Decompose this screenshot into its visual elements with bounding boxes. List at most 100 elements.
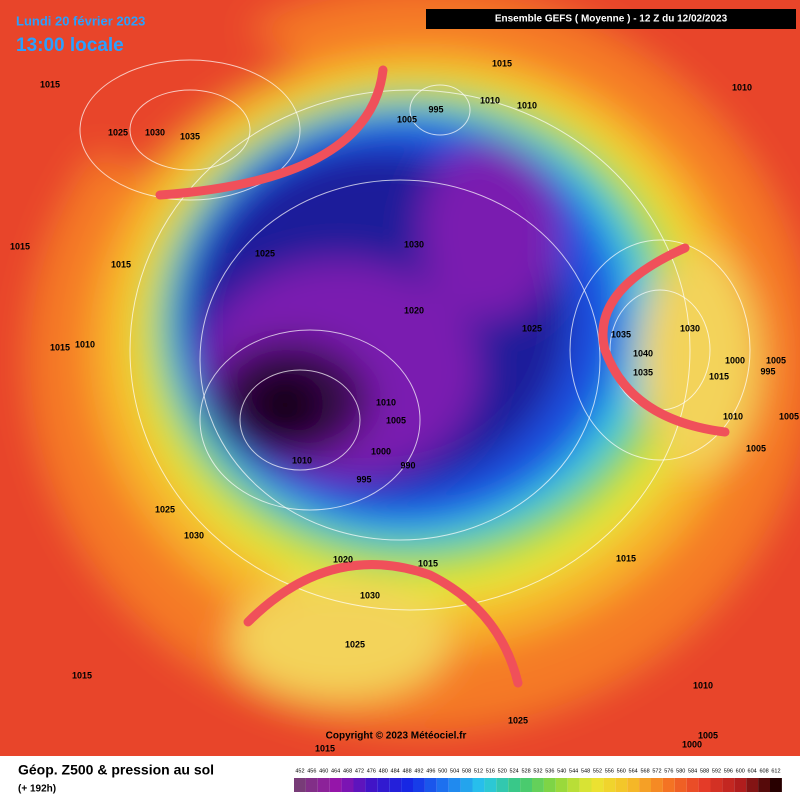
scale-label: 584 [688, 768, 697, 774]
scale-swatch [674, 778, 687, 792]
pressure-label: 990 [400, 460, 415, 470]
scale-label: 468 [343, 768, 352, 774]
date: Lundi 20 février 2023 [16, 13, 145, 28]
scale-label: 480 [379, 768, 388, 774]
pressure-label: 1005 [779, 411, 799, 421]
scale-swatch [615, 778, 628, 792]
pressure-label: 1005 [698, 730, 718, 740]
scale-label: 540 [557, 768, 566, 774]
pressure-label: 1010 [480, 95, 500, 105]
scale-swatch [341, 778, 354, 792]
scale-label: 452 [295, 768, 304, 774]
scale-label: 472 [355, 768, 364, 774]
pressure-label: 1015 [72, 670, 92, 680]
forecast-lead: (+ 192h) [18, 784, 56, 795]
scale-label: 484 [391, 768, 400, 774]
scale-swatch [365, 778, 378, 792]
pressure-label: 1030 [360, 590, 380, 600]
scale-label: 592 [712, 768, 721, 774]
scale-swatch [424, 778, 437, 792]
scale-label: 504 [450, 768, 459, 774]
scale-swatch [603, 778, 616, 792]
scale-swatch [448, 778, 461, 792]
pressure-label: 1015 [50, 342, 70, 352]
scale-swatch [353, 778, 366, 792]
scale-swatch [520, 778, 532, 792]
scale-label: 600 [736, 768, 745, 774]
pressure-label: 1025 [255, 248, 275, 258]
model-box [426, 9, 796, 29]
scale-swatch [496, 778, 509, 792]
pressure-label: 1030 [404, 239, 424, 249]
pressure-label: 1010 [517, 100, 537, 110]
scale-swatch [329, 778, 342, 792]
pressure-label: 1000 [371, 446, 391, 456]
scale-label: 556 [605, 768, 614, 774]
pressure-label: 995 [428, 104, 443, 114]
pressure-label: 1020 [404, 305, 424, 315]
scale-swatch [579, 778, 592, 792]
scale-swatch [460, 778, 473, 792]
scale-swatch [555, 778, 568, 792]
scale-label: 476 [367, 768, 376, 774]
scale-swatch [543, 778, 556, 792]
local-time: 13:00 locale [16, 35, 124, 56]
scale-swatch [508, 778, 521, 792]
pressure-label: 995 [760, 366, 775, 376]
scale-label: 524 [510, 768, 519, 774]
pressure-label: 1015 [616, 553, 636, 563]
scale-swatch [639, 778, 651, 792]
scale-label: 508 [462, 768, 471, 774]
scale-label: 604 [748, 768, 757, 774]
scale-swatch [294, 778, 306, 792]
scale-label: 564 [629, 768, 638, 774]
scale-swatch [401, 778, 413, 792]
ridge-arcs [155, 65, 730, 688]
pressure-label: 1015 [10, 241, 30, 251]
pressure-label: 1005 [397, 114, 417, 124]
scale-label: 568 [640, 768, 649, 774]
footer-title: Géop. Z500 & pression au sol [18, 762, 214, 778]
scale-label: 560 [617, 768, 626, 774]
pressure-label: 1015 [315, 743, 335, 753]
scale-swatch [305, 778, 318, 792]
pressure-label: 1015 [709, 371, 729, 381]
scale-label: 580 [676, 768, 685, 774]
pressure-label: 1015 [492, 58, 512, 68]
scale-label: 548 [581, 768, 590, 774]
scale-swatch [662, 778, 675, 792]
pressure-label: 1025 [522, 323, 542, 333]
scale-label: 528 [521, 768, 530, 774]
pressure-label: 1025 [508, 715, 528, 725]
scale-swatch [758, 778, 770, 792]
isobars [79, 59, 751, 611]
scale-swatch [591, 778, 604, 792]
scale-label: 512 [474, 768, 483, 774]
copyright: Copyright © 2023 Météociel.fr [326, 731, 467, 742]
scale-label: 456 [307, 768, 316, 774]
pressure-label: 1000 [725, 355, 745, 365]
scale-label: 464 [331, 768, 340, 774]
scale-label: 488 [402, 768, 411, 774]
scale-swatch [686, 778, 699, 792]
pressure-label: 1005 [386, 415, 406, 425]
pressure-label: 1015 [418, 558, 438, 568]
pressure-label: 1025 [108, 127, 128, 137]
pressure-label: 1040 [633, 348, 653, 358]
pressure-label: 1015 [111, 259, 131, 269]
pressure-label: 995 [356, 474, 371, 484]
pressure-label: 1010 [75, 339, 95, 349]
pressure-label: 1010 [723, 411, 743, 421]
pressure-label: 1005 [766, 355, 786, 365]
scale-label: 516 [486, 768, 495, 774]
pressure-label: 1030 [145, 127, 165, 137]
scale-swatch [770, 778, 782, 792]
scale-swatch [734, 778, 747, 792]
pressure-label: 1025 [345, 639, 365, 649]
scale-swatch [532, 778, 544, 792]
scale-swatch [484, 778, 497, 792]
scale-label: 536 [545, 768, 554, 774]
scale-swatch [413, 778, 425, 792]
pressure-label: 1030 [680, 323, 700, 333]
scale-label: 500 [438, 768, 447, 774]
